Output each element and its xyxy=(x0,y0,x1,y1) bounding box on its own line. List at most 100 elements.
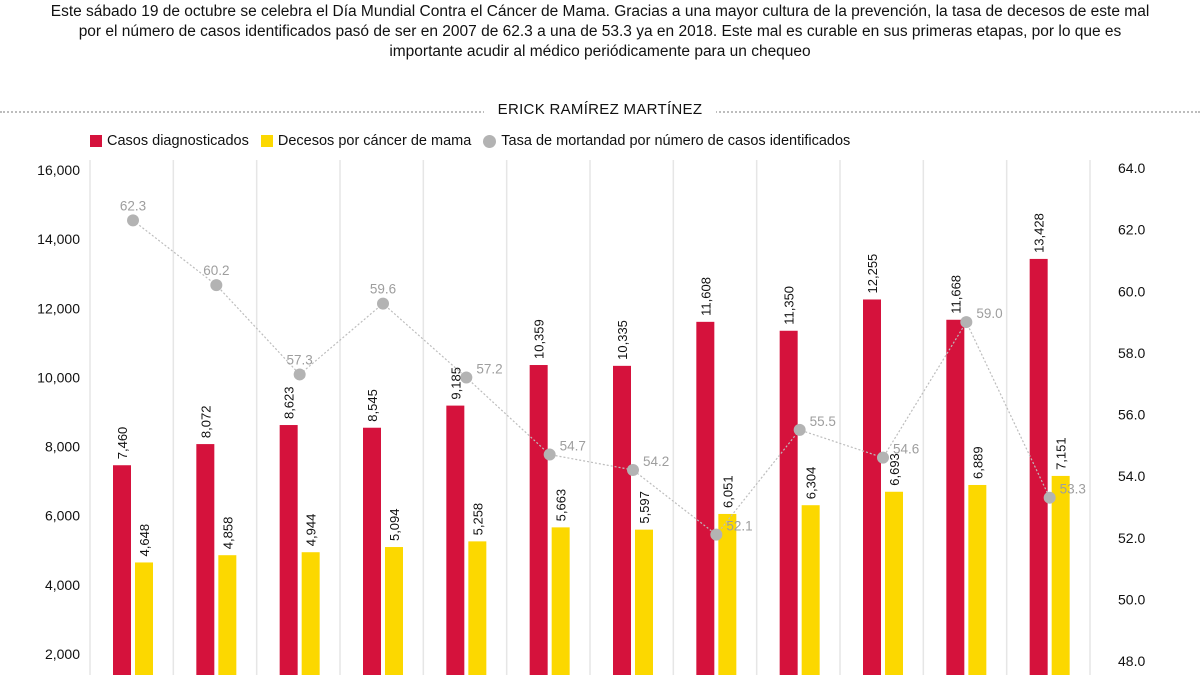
bar-deaths-value-label: 6,051 xyxy=(720,475,735,508)
rate-point xyxy=(543,448,556,461)
legend-item-deaths: Decesos por cáncer de mama xyxy=(260,133,472,149)
bar-cases-value-label: 7,460 xyxy=(115,427,130,460)
bar-deaths xyxy=(801,505,820,675)
rate-point xyxy=(127,214,139,227)
bar-cases xyxy=(1029,258,1048,675)
intro-text: Este sábado 19 de octubre se celebra el … xyxy=(50,3,1150,60)
chart-legend: Casos diagnosticados Decesos por cáncer … xyxy=(90,133,862,149)
bar-cases-value-label: 12,255 xyxy=(865,254,880,294)
legend-swatch-rate xyxy=(483,134,497,148)
bar-deaths-value-label: 5,094 xyxy=(387,508,402,541)
y-axis-tick-label: 10,000 xyxy=(37,369,80,385)
bar-deaths-value-label: 6,889 xyxy=(970,446,985,479)
bar-deaths-value-label: 5,663 xyxy=(554,489,569,522)
bar-cases xyxy=(863,299,881,675)
bar-cases-value-label: 13,428 xyxy=(1032,213,1047,253)
y-axis-tick-label: 16,000 xyxy=(37,162,80,178)
y-axis-tick-label: 14,000 xyxy=(37,231,80,247)
bar-cases-value-label: 11,668 xyxy=(948,275,963,314)
byline-text: ERICK RAMÍREZ MARTÍNEZ xyxy=(483,101,717,118)
legend-label-cases: Casos diagnosticados xyxy=(107,133,249,149)
rate-point-label: 59.0 xyxy=(976,306,1002,321)
rate-point-label: 62.3 xyxy=(120,198,146,213)
rate-line xyxy=(132,219,1051,536)
bar-cases xyxy=(613,365,631,675)
bar-deaths xyxy=(135,562,153,675)
rate-point xyxy=(377,297,389,310)
bar-cases-value-label: 9,185 xyxy=(448,367,463,400)
y2-axis-tick-label: 60.0 xyxy=(1118,283,1145,299)
bar-deaths-value-label: 4,648 xyxy=(137,524,152,557)
bar-deaths xyxy=(968,484,987,675)
bar-deaths-value-label: 4,944 xyxy=(304,514,319,547)
y2-axis-tick-label: 58.0 xyxy=(1118,345,1145,361)
y-axis-tick-label: 8,000 xyxy=(45,439,80,455)
rate-point xyxy=(960,316,973,329)
bar-deaths xyxy=(218,555,237,675)
bar-deaths xyxy=(301,552,320,675)
bar-cases-value-label: 10,359 xyxy=(532,319,547,359)
rate-point-label: 57.2 xyxy=(476,362,502,377)
rate-point xyxy=(293,368,306,381)
bar-cases-value-label: 8,545 xyxy=(365,389,380,422)
rate-point xyxy=(210,279,223,292)
legend-label-rate: Tasa de mortandad por número de casos id… xyxy=(501,133,851,149)
legend-item-rate: Tasa de mortandad por número de casos id… xyxy=(483,133,850,149)
legend-item-cases: Casos diagnosticados xyxy=(90,133,249,149)
y2-axis-tick-label: 54.0 xyxy=(1118,468,1145,484)
rate-point-label: 52.1 xyxy=(726,519,752,534)
y-axis-tick-label: 2,000 xyxy=(45,646,80,662)
bar-cases-value-label: 8,623 xyxy=(282,386,297,419)
y2-axis-tick-label: 52.0 xyxy=(1118,530,1145,546)
bar-cases xyxy=(696,321,715,675)
bar-deaths xyxy=(718,513,737,675)
rate-point-label: 57.3 xyxy=(287,352,313,367)
rate-point xyxy=(710,528,723,541)
y2-axis-tick-label: 56.0 xyxy=(1118,407,1145,423)
bar-deaths-value-label: 4,858 xyxy=(220,517,235,550)
rate-point-label: 55.5 xyxy=(810,414,836,429)
bar-deaths xyxy=(468,541,487,675)
bar-deaths xyxy=(635,529,653,675)
y-axis-tick-label: 4,000 xyxy=(45,577,80,593)
bar-deaths-value-label: 6,693 xyxy=(887,453,902,486)
y-axis-tick-label: 12,000 xyxy=(37,300,80,316)
bar-cases xyxy=(529,365,548,675)
y2-axis-tick-label: 48.0 xyxy=(1118,653,1145,669)
bar-deaths xyxy=(551,527,570,675)
bar-deaths-value-label: 5,597 xyxy=(637,491,652,524)
bar-deaths-value-label: 7,151 xyxy=(1054,437,1069,470)
bar-deaths xyxy=(385,547,403,675)
legend-swatch-cases xyxy=(90,135,102,147)
bar-deaths xyxy=(885,491,903,675)
bar-cases xyxy=(113,465,131,675)
rate-point-label: 59.6 xyxy=(370,282,396,297)
bar-cases-value-label: 11,608 xyxy=(698,277,713,316)
bar-cases xyxy=(196,444,215,675)
bar-cases-value-label: 10,335 xyxy=(615,320,630,360)
bar-deaths-value-label: 5,258 xyxy=(470,503,485,536)
bar-cases xyxy=(279,425,298,675)
legend-label-deaths: Decesos por cáncer de mama xyxy=(277,133,472,149)
bar-cases xyxy=(779,330,798,675)
rate-point xyxy=(460,371,473,384)
bar-cases xyxy=(363,427,381,675)
bar-cases-value-label: 8,072 xyxy=(198,406,213,439)
rate-point xyxy=(627,463,639,476)
legend-swatch-deaths xyxy=(260,135,273,147)
byline: ERICK RAMÍREZ MARTÍNEZ xyxy=(400,101,800,118)
y2-axis-tick-label: 50.0 xyxy=(1118,591,1145,607)
bar-deaths xyxy=(1051,475,1070,675)
bar-cases-value-label: 11,350 xyxy=(782,286,797,325)
bar-deaths-value-label: 6,304 xyxy=(804,467,819,500)
y2-axis-tick-label: 64.0 xyxy=(1118,160,1145,176)
rate-point-label: 60.2 xyxy=(203,263,229,278)
rate-point-label: 54.2 xyxy=(643,454,669,469)
rate-point-label: 54.6 xyxy=(893,442,919,457)
y-axis-tick-label: 6,000 xyxy=(45,508,80,524)
rate-point-label: 53.3 xyxy=(1060,482,1086,497)
rate-point-label: 54.7 xyxy=(560,439,586,454)
y2-axis-tick-label: 62.0 xyxy=(1118,222,1145,238)
bar-cases xyxy=(446,405,465,675)
